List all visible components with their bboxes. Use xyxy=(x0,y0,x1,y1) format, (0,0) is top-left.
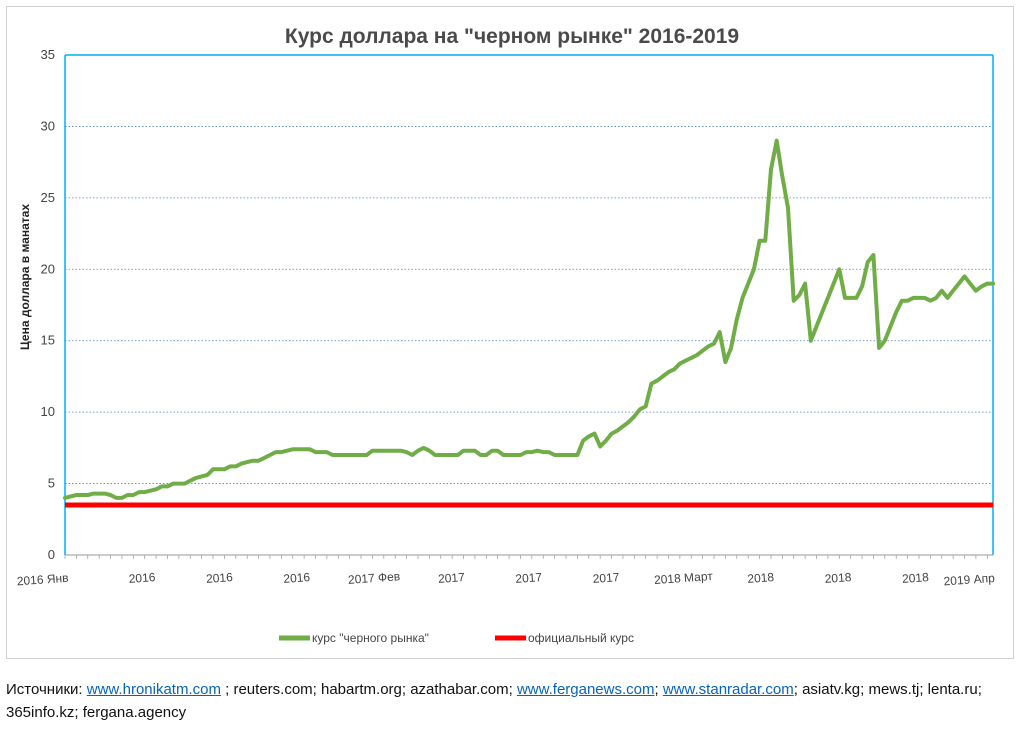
legend-label-official: официальный курс xyxy=(528,631,634,645)
y-axis-ticks: 0 5 10 15 20 25 30 35 xyxy=(41,47,55,562)
y-tick-label: 5 xyxy=(48,476,55,491)
x-tick-label: 2016 xyxy=(128,570,156,586)
x-tick-label: 2017 xyxy=(438,570,466,586)
sources-text-2: ; xyxy=(654,681,663,698)
chart-title: Курс доллара на "черном рынке" 2016-2019 xyxy=(285,25,739,48)
chart-frame: Курс доллара на "черном рынке" 2016-2019… xyxy=(6,6,1014,659)
x-tick-label: 2018 Март xyxy=(654,569,714,587)
sources-label: Источники: xyxy=(6,681,83,698)
source-link-ferganews[interactable]: www.ferganews.com xyxy=(516,681,655,698)
sources-text-1: ; reuters.com; habartm.org; azathabar.co… xyxy=(220,681,517,698)
x-tick-label: 2016 Янв xyxy=(16,571,69,589)
y-tick-label: 30 xyxy=(41,118,55,133)
sources-text-3: ; asiatv.kg; mews.tj; lenta.ru; 365info.… xyxy=(6,681,982,721)
y-tick-label: 15 xyxy=(41,333,55,348)
x-axis-ticks: 2016 Янв 2016 2016 2016 2017 Фев 2017 2017 2017… xyxy=(16,569,995,588)
y-tick-label: 0 xyxy=(48,547,55,562)
x-tick-label: 2018 xyxy=(747,570,775,586)
legend[interactable]: курс "черного рынка" официальный курс xyxy=(279,631,634,645)
source-link-hronikatm[interactable]: www.hronikatm.com xyxy=(86,681,221,698)
y-tick-label: 20 xyxy=(41,261,55,276)
x-tick-label: 2018 xyxy=(902,570,930,586)
sources-note: Источники: www.hronikatm.com ; reuters.c… xyxy=(6,678,1018,724)
x-tick-label: 2016 xyxy=(206,570,234,586)
x-tick-label: 2016 xyxy=(283,570,311,586)
x-tick-label: 2017 xyxy=(592,570,620,586)
x-tick-label: 2019 Апр xyxy=(943,571,995,589)
chart-svg: Курс доллара на "черном рынке" 2016-2019… xyxy=(16,25,995,645)
x-tick-label: 2017 xyxy=(515,570,543,586)
source-link-stanradar[interactable]: www.stanradar.com xyxy=(662,681,794,698)
axes xyxy=(64,54,994,559)
legend-label-black-market: курс "черного рынка" xyxy=(312,631,429,645)
x-tick-label: 2017 Фев xyxy=(348,569,401,587)
y-tick-label: 35 xyxy=(41,47,55,62)
series-lines xyxy=(63,138,995,508)
y-tick-label: 10 xyxy=(41,404,55,419)
y-tick-label: 25 xyxy=(41,190,55,205)
grid-lines xyxy=(65,54,993,484)
series-line-black-market xyxy=(63,138,995,500)
x-tick-label: 2018 xyxy=(824,570,852,586)
y-axis-label: Цена доллара в манатах xyxy=(18,204,32,350)
